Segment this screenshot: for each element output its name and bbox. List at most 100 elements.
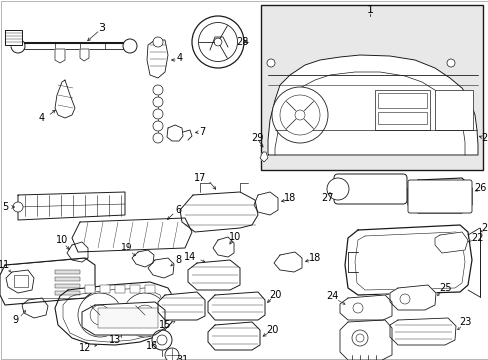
Text: 10: 10: [56, 235, 68, 245]
Polygon shape: [67, 242, 88, 262]
Circle shape: [153, 109, 163, 119]
Bar: [377, 93, 426, 108]
Text: 9: 9: [12, 315, 18, 325]
Text: 24: 24: [325, 291, 338, 301]
Text: 22: 22: [471, 233, 483, 243]
Polygon shape: [389, 285, 435, 310]
Polygon shape: [207, 292, 264, 320]
Polygon shape: [148, 258, 174, 278]
Text: 2: 2: [480, 133, 486, 143]
Circle shape: [157, 335, 167, 345]
Polygon shape: [22, 298, 48, 318]
Circle shape: [351, 330, 367, 346]
Polygon shape: [180, 192, 258, 232]
Polygon shape: [132, 250, 154, 267]
Polygon shape: [389, 318, 455, 345]
Text: 4: 4: [39, 113, 45, 123]
Circle shape: [352, 303, 362, 313]
Text: 4: 4: [177, 53, 183, 63]
Polygon shape: [55, 282, 175, 345]
Circle shape: [326, 178, 348, 200]
Bar: [377, 112, 426, 124]
Text: 6: 6: [175, 205, 181, 215]
Text: 14: 14: [183, 252, 196, 262]
Circle shape: [135, 305, 155, 325]
Text: 12: 12: [79, 343, 91, 353]
Circle shape: [164, 348, 179, 360]
Text: 18: 18: [284, 193, 296, 203]
Circle shape: [153, 85, 163, 95]
Bar: [98, 308, 158, 328]
Circle shape: [13, 202, 23, 212]
Polygon shape: [407, 178, 471, 213]
FancyBboxPatch shape: [333, 174, 406, 204]
Circle shape: [153, 97, 163, 107]
Polygon shape: [5, 30, 22, 45]
Bar: [14, 275, 28, 287]
Polygon shape: [207, 322, 260, 350]
Circle shape: [266, 59, 274, 67]
Circle shape: [152, 330, 172, 350]
FancyBboxPatch shape: [407, 180, 471, 213]
Text: 27: 27: [321, 193, 334, 203]
Circle shape: [294, 110, 305, 120]
Circle shape: [280, 95, 319, 135]
Bar: [85, 285, 95, 293]
Circle shape: [90, 305, 110, 325]
Text: 28: 28: [235, 37, 248, 47]
Text: 19: 19: [121, 243, 132, 252]
Bar: [434, 90, 472, 130]
Polygon shape: [6, 270, 34, 293]
Polygon shape: [339, 320, 391, 360]
Text: 20: 20: [265, 325, 278, 335]
Circle shape: [153, 121, 163, 131]
Polygon shape: [80, 49, 89, 61]
Circle shape: [214, 38, 222, 46]
Polygon shape: [72, 218, 192, 252]
Bar: [130, 285, 140, 293]
Polygon shape: [55, 49, 65, 63]
Text: 8: 8: [175, 255, 181, 265]
Bar: [55, 284, 80, 288]
Bar: [115, 285, 125, 293]
Polygon shape: [273, 252, 302, 272]
Circle shape: [192, 16, 244, 68]
Text: 16: 16: [145, 341, 158, 351]
Circle shape: [153, 37, 163, 47]
Circle shape: [153, 133, 163, 143]
Polygon shape: [147, 40, 168, 78]
Polygon shape: [339, 295, 391, 320]
Circle shape: [123, 39, 137, 53]
Text: 17: 17: [193, 173, 206, 183]
Circle shape: [123, 293, 167, 337]
Text: 18: 18: [308, 253, 321, 263]
Text: 31: 31: [176, 355, 188, 360]
Text: 20: 20: [268, 290, 281, 300]
Text: 13: 13: [109, 335, 121, 345]
Polygon shape: [0, 258, 95, 305]
Bar: [261, 5, 482, 170]
Polygon shape: [253, 192, 278, 215]
Polygon shape: [82, 302, 164, 335]
Circle shape: [198, 22, 237, 62]
Text: 3: 3: [98, 23, 105, 33]
Polygon shape: [187, 260, 240, 290]
Bar: [145, 285, 155, 293]
Bar: [55, 270, 80, 274]
Circle shape: [11, 39, 25, 53]
Polygon shape: [167, 125, 183, 141]
Polygon shape: [213, 237, 234, 257]
Text: 21: 21: [480, 223, 488, 233]
Circle shape: [78, 293, 122, 337]
Text: 5: 5: [2, 202, 8, 212]
Bar: [100, 285, 110, 293]
Circle shape: [446, 59, 454, 67]
Bar: [55, 277, 80, 281]
Text: 7: 7: [199, 127, 204, 137]
Polygon shape: [260, 152, 267, 162]
Text: 15: 15: [159, 320, 171, 330]
Polygon shape: [18, 192, 125, 220]
Text: 29: 29: [250, 133, 263, 143]
Bar: [55, 291, 80, 295]
Polygon shape: [434, 232, 467, 253]
